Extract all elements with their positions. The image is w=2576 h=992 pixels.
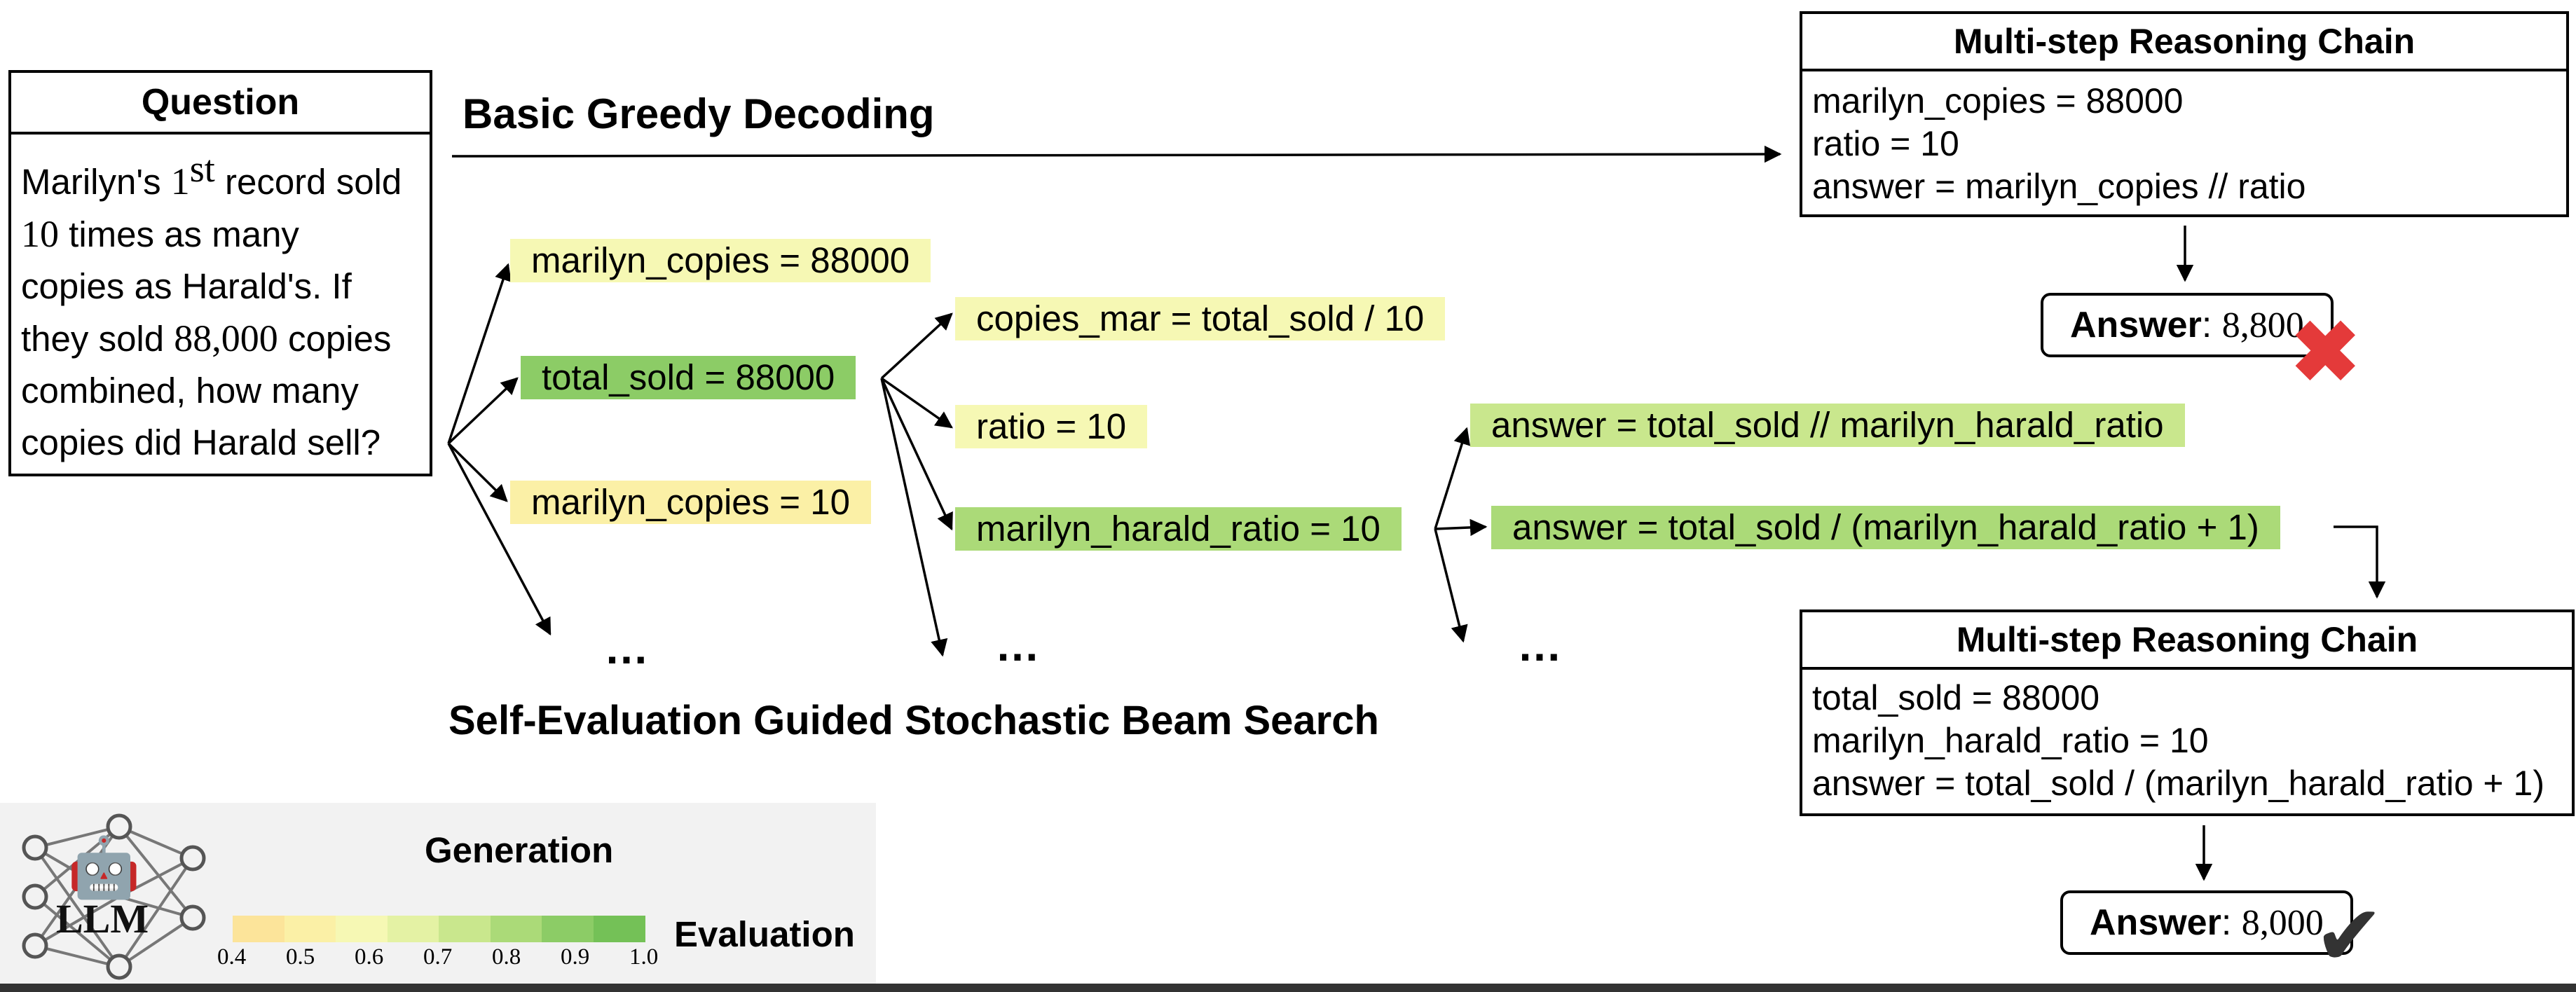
check-icon: ✔	[2314, 889, 2385, 983]
step-node: marilyn_harald_ratio = 10	[955, 507, 1402, 551]
question-line: combined, how many	[21, 371, 359, 411]
ellipsis: …	[995, 620, 1041, 670]
edge-n2-ellipsis	[880, 378, 948, 657]
scale-segment	[336, 916, 388, 942]
question-title: Question	[11, 73, 430, 135]
greedy-chain-box: Multi-step Reasoning Chain marilyn_copie…	[1800, 11, 2569, 217]
step-node: answer = total_sold / (marilyn_harald_ra…	[1491, 506, 2280, 549]
step-node: marilyn_copies = 88000	[510, 239, 931, 282]
edge-n2-n5	[880, 377, 954, 429]
step-node: marilyn_copies = 10	[510, 481, 871, 524]
beam-answer-box: Answer: 8,000	[2060, 890, 2353, 955]
legend-panel	[0, 803, 876, 984]
bottom-border	[0, 984, 2576, 992]
edge-n8-chain	[2334, 525, 2386, 599]
cross-icon: ✖	[2290, 305, 2361, 399]
greedy-answer-value: 8,800	[2221, 305, 2304, 345]
step-node: answer = total_sold // marilyn_harald_ra…	[1470, 404, 2185, 447]
step-node: ratio = 10	[955, 405, 1148, 448]
edge-q-n3	[447, 442, 508, 502]
chain-line: answer = total_sold / (marilyn_harald_ra…	[1812, 764, 2544, 803]
evaluation-scale-ticks: 0.4 0.5 0.6 0.7 0.8 0.9 1.0	[217, 944, 658, 972]
question-line: copies as Harald's. If	[21, 266, 352, 306]
greedy-arrow	[451, 145, 1782, 163]
question-line: they sold 88,000 copies	[21, 317, 392, 359]
chain-line: total_sold = 88000	[1812, 678, 2100, 717]
edge-n6-n7	[1434, 427, 1471, 530]
edge-q-n1	[447, 263, 512, 444]
beam-chain-box: Multi-step Reasoning Chain total_sold = …	[1800, 609, 2575, 816]
robot-icon: 🤖	[67, 834, 141, 900]
chain-line: answer = marilyn_copies // ratio	[1812, 167, 2306, 206]
scale-tick-label: 0.7	[423, 944, 453, 970]
step-node: total_sold = 88000	[521, 356, 856, 399]
chain-title: Multi-step Reasoning Chain	[1802, 14, 2566, 71]
question-box: Question Marilyn's 1st record sold 10 ti…	[8, 70, 432, 476]
edge-n2-n4	[880, 312, 953, 380]
llm-label: LLM	[56, 896, 149, 942]
evaluation-label: Evaluation	[674, 914, 855, 954]
scale-tick-label: 0.6	[355, 944, 384, 970]
scale-tick-label: 0.8	[492, 944, 521, 970]
scale-segment	[439, 916, 491, 942]
scale-segment	[490, 916, 542, 942]
network-icon	[22, 813, 206, 980]
scale-tick-label: 1.0	[629, 944, 659, 970]
scale-tick-label: 0.9	[561, 944, 590, 970]
evaluation-color-scale	[233, 916, 645, 942]
chain-line: marilyn_harald_ratio = 10	[1812, 721, 2209, 760]
chain-line: ratio = 10	[1812, 124, 1959, 163]
question-text: Marilyn's 1st record sold 10 times as ma…	[11, 135, 430, 469]
chain-title: Multi-step Reasoning Chain	[1802, 612, 2572, 670]
scale-segment	[387, 916, 439, 942]
scale-tick-label: 0.5	[286, 944, 315, 970]
beam-search-title: Self-Evaluation Guided Stochastic Beam S…	[448, 698, 1379, 743]
beam-answer-value: 8,000	[2241, 903, 2324, 943]
scale-segment	[284, 916, 336, 942]
scale-tick-label: 0.4	[217, 944, 247, 970]
generation-label: Generation	[425, 830, 614, 870]
greedy-answer-box: Answer: 8,800	[2041, 293, 2334, 357]
ellipsis: …	[604, 623, 650, 673]
question-line: copies did Harald sell?	[21, 422, 381, 462]
step-node: copies_mar = total_sold / 10	[955, 297, 1446, 340]
edge-n6-n8	[1434, 518, 1488, 537]
edge-q-n2	[447, 377, 519, 445]
chain-line: marilyn_copies = 88000	[1812, 81, 2184, 120]
question-line: 10 times as many	[21, 213, 299, 255]
scale-segment	[593, 916, 645, 942]
edge-q-ellipsis	[447, 443, 551, 636]
scale-segment	[542, 916, 594, 942]
edge-n2-n6	[880, 378, 953, 531]
scale-segment	[233, 916, 285, 942]
greedy-decoding-title: Basic Greedy Decoding	[463, 90, 935, 137]
edge-n6-ellipsis	[1434, 528, 1468, 643]
question-line: Marilyn's 1st record sold	[21, 148, 402, 202]
ellipsis: …	[1517, 620, 1563, 670]
